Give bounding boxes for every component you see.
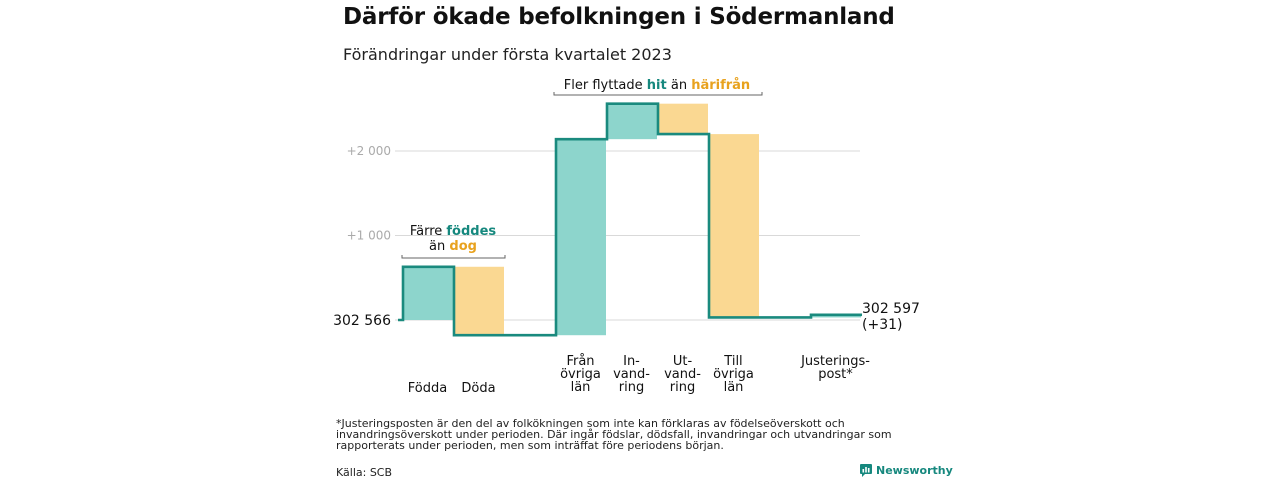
bar-0 (403, 266, 453, 320)
bar-1 (454, 266, 504, 336)
waterfall-chart: +2 000 +1 000 302 566 302 597(+31) Födda Döda… (333, 78, 920, 396)
bar-4 (658, 103, 708, 135)
annotation-births-line2: än dog (429, 239, 477, 254)
bar-5 (709, 134, 759, 318)
brand-name: Newsworthy (876, 464, 953, 477)
category-label-5-0: Till (723, 354, 742, 369)
chart-subtitle: Förändringar under första kvartalet 2023 (343, 45, 672, 64)
source-label: Källa: SCB (336, 466, 393, 479)
footnote: *Justeringsposten är den del av folkökni… (336, 417, 892, 452)
category-label-6-0: Justerings- (800, 354, 870, 369)
category-label-4-0: Ut- (673, 354, 693, 369)
annotation-migration-bracket (553, 92, 763, 96)
waterfall-line (398, 102, 862, 337)
y-tick-label-1: +1 000 (347, 229, 391, 243)
bar-3 (607, 103, 657, 140)
annotation-births-line1: Färre föddes (410, 224, 497, 239)
category-label-4-2: ring (670, 380, 695, 395)
annotation-births-line1-part-1: föddes (446, 224, 496, 239)
category-label-2-2: län (571, 380, 591, 395)
annotation-births-line1-part-0: Färre (410, 224, 447, 239)
annotation-migration-part-1: hit (647, 78, 667, 93)
category-label-5-1: övriga (713, 367, 754, 382)
category-label-3-0: In- (623, 354, 640, 369)
category-label-1-0: Döda (461, 381, 495, 396)
bar-2 (556, 139, 606, 336)
category-label-3-1: vand- (613, 367, 650, 382)
category-label-2-0: Från (566, 354, 594, 369)
annotation-migration-part-3: härifrån (691, 78, 750, 93)
end-change-label: (+31) (862, 317, 902, 333)
category-label-0-0: Födda (408, 381, 447, 396)
annotation-births-line2-part-1: dog (449, 239, 477, 254)
bar-6 (811, 314, 861, 318)
category-label-2-1: övriga (560, 367, 601, 382)
category-label-6-1: post* (818, 367, 853, 382)
category-label-4-1: vand- (664, 367, 701, 382)
annotation-migration: Fler flyttade hit än härifrån (564, 78, 750, 93)
newsworthy-logo-icon (860, 464, 872, 477)
brand-logo: Newsworthy (860, 464, 953, 477)
chart-title: Därför ökade befolkningen i Södermanland (343, 4, 895, 30)
category-label-5-2: län (724, 380, 744, 395)
annotation-births-line2-part-0: än (429, 239, 449, 254)
annotation-migration-part-2: än (667, 78, 691, 93)
start-value-label: 302 566 (333, 313, 391, 329)
category-label-3-2: ring (619, 380, 644, 395)
annotation-births-bracket (401, 255, 506, 259)
end-value-label: 302 597 (862, 301, 920, 317)
y-tick-label-0: +2 000 (347, 144, 391, 158)
annotation-migration-part-0: Fler flyttade (564, 78, 647, 93)
